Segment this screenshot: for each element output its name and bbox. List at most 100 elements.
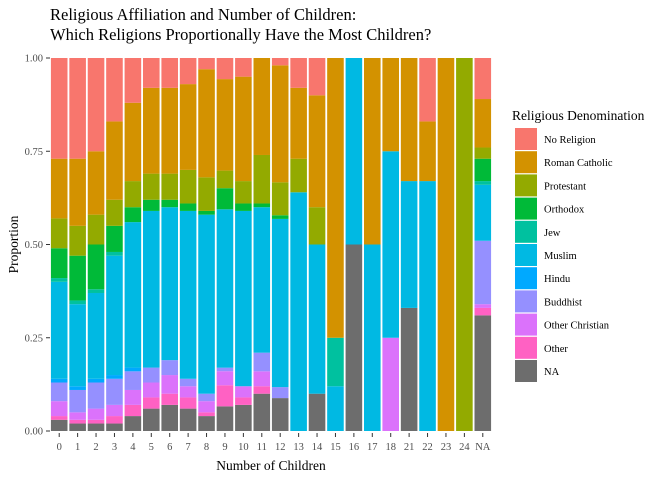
x-tick-label: 13 bbox=[293, 442, 304, 453]
bar-segment bbox=[345, 244, 363, 431]
bar-segment bbox=[382, 337, 399, 431]
bar-segment bbox=[235, 181, 252, 204]
bar-segment bbox=[474, 315, 492, 431]
bar-segment bbox=[124, 207, 142, 223]
bar-segment bbox=[216, 371, 234, 386]
bar-segment bbox=[253, 203, 271, 208]
bar-segment bbox=[124, 371, 142, 390]
x-axis: 0 1 2 3 4 5 6 7 8 9 10 11 12 13 14 15 16 17 18 21 22 23 24 NA bbox=[57, 433, 491, 453]
bar-stack bbox=[456, 58, 473, 431]
bar-segment bbox=[143, 87, 160, 174]
bar-segment bbox=[179, 84, 197, 170]
bar-segment bbox=[143, 58, 160, 88]
legend-title: Religious Denomination bbox=[512, 108, 645, 123]
bar-segment bbox=[161, 58, 178, 88]
bar-segment bbox=[69, 225, 86, 256]
bar-segment bbox=[216, 188, 234, 210]
bar-segment bbox=[216, 170, 234, 189]
bar-segment bbox=[124, 389, 142, 405]
x-tick-label: 21 bbox=[404, 442, 415, 453]
bar-stack bbox=[290, 58, 307, 431]
bar-segment bbox=[179, 386, 197, 398]
bar-segment bbox=[69, 58, 86, 159]
bar-segment bbox=[124, 102, 142, 182]
bar-segment bbox=[69, 412, 86, 420]
bar-segment bbox=[143, 397, 160, 409]
x-tick-label: 1 bbox=[75, 442, 80, 453]
bar-segment bbox=[161, 199, 178, 208]
bar-stack bbox=[253, 58, 271, 431]
x-tick-label: 11 bbox=[257, 442, 267, 453]
bar-segment bbox=[69, 419, 86, 424]
bar-segment bbox=[235, 58, 252, 77]
legend-label: NA bbox=[544, 367, 560, 378]
bar-stack bbox=[271, 58, 289, 431]
bar-segment bbox=[253, 371, 271, 387]
bar-segment bbox=[50, 281, 68, 379]
bar-segment bbox=[106, 121, 123, 200]
legend-swatch bbox=[515, 151, 537, 174]
bar-stack bbox=[400, 58, 418, 431]
bar-segment bbox=[143, 408, 160, 431]
bar-segment bbox=[216, 58, 234, 80]
bar-segment bbox=[474, 158, 492, 182]
bar-segment bbox=[198, 210, 215, 215]
bar-stack bbox=[382, 58, 399, 431]
bar-segment bbox=[143, 382, 160, 398]
bar-segment bbox=[87, 423, 105, 431]
bar-segment bbox=[124, 58, 142, 103]
bar-segment bbox=[87, 151, 105, 215]
bar-segment bbox=[87, 382, 105, 409]
bar-segment bbox=[106, 404, 123, 417]
x-tick-label: 10 bbox=[238, 442, 249, 453]
bar-segment bbox=[161, 375, 178, 394]
bar-segment bbox=[271, 218, 289, 388]
bar-segment bbox=[474, 58, 492, 100]
bar-segment bbox=[271, 398, 289, 431]
bar-segment bbox=[161, 173, 178, 200]
x-tick-label: 2 bbox=[93, 442, 98, 453]
bar-segment bbox=[143, 367, 160, 383]
bar-segment bbox=[327, 58, 344, 338]
bar-segment bbox=[419, 58, 436, 122]
plot-background bbox=[50, 58, 492, 431]
bar-segment bbox=[179, 378, 197, 387]
x-tick-label: 16 bbox=[349, 442, 360, 453]
legend-label: No Religion bbox=[544, 135, 596, 146]
x-tick-label: 4 bbox=[130, 442, 136, 453]
bar-segment bbox=[50, 401, 68, 417]
bar-segment bbox=[50, 278, 68, 282]
x-axis-title: Number of Children bbox=[216, 458, 326, 473]
bar-segment bbox=[271, 387, 289, 399]
bar-segment bbox=[143, 210, 160, 368]
bar-segment bbox=[106, 375, 123, 379]
bar-segment bbox=[161, 360, 178, 376]
legend-swatch bbox=[515, 360, 537, 382]
bar-segment bbox=[290, 87, 307, 159]
bar-stack bbox=[327, 58, 344, 431]
bar-segment bbox=[400, 181, 418, 308]
x-tick-label: 6 bbox=[167, 442, 172, 453]
bar-stack bbox=[364, 58, 381, 431]
x-tick-label: 14 bbox=[312, 442, 323, 453]
legend-swatch bbox=[515, 313, 537, 336]
bar-segment bbox=[198, 412, 215, 417]
bar-segment bbox=[179, 203, 197, 211]
bar-segment bbox=[253, 386, 271, 394]
legend-label: Other bbox=[544, 344, 568, 355]
bar-segment bbox=[327, 337, 344, 387]
bar-segment bbox=[87, 244, 105, 290]
y-tick-label: 1.00 bbox=[25, 54, 43, 65]
bar-segment bbox=[124, 404, 142, 417]
chart-title-line: Which Religions Proportionally Have the … bbox=[50, 25, 431, 44]
bar-segment bbox=[198, 69, 215, 178]
bar-segment bbox=[235, 210, 252, 387]
bar-segment bbox=[106, 225, 123, 252]
bar-segment bbox=[50, 218, 68, 249]
bar-segment bbox=[419, 121, 436, 182]
bar-segment bbox=[161, 207, 178, 361]
bar-segment bbox=[290, 192, 307, 431]
bar-stack bbox=[216, 58, 234, 431]
bar-segment bbox=[50, 419, 68, 431]
